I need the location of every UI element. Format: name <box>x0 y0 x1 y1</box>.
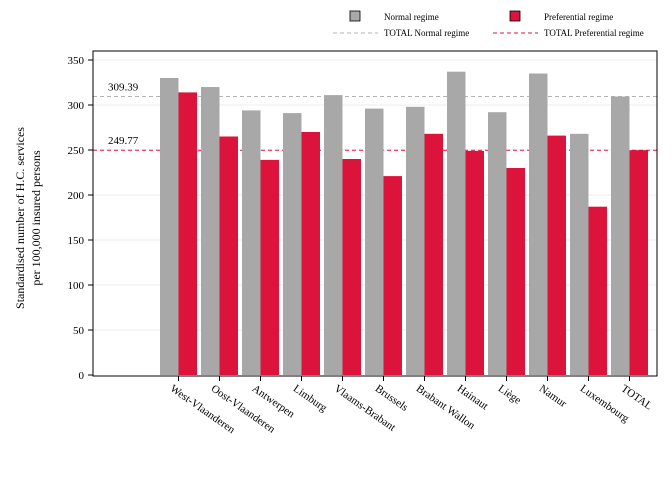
bar-preferential <box>301 132 320 375</box>
y-tick-label: 300 <box>68 100 85 112</box>
legend-label-normal: Normal regime <box>384 12 439 22</box>
reference-line-label: 309.39 <box>108 82 139 94</box>
bar-preferential <box>629 150 648 375</box>
bar-preferential <box>219 136 238 375</box>
bar-preferential <box>424 133 443 375</box>
bar-preferential <box>260 159 279 375</box>
y-tick-label: 100 <box>68 280 85 292</box>
x-tick-label: Brussels <box>373 383 410 414</box>
y-tick-label: 200 <box>68 190 85 202</box>
legend-swatch-normal <box>349 10 361 22</box>
x-tick-label: Hainaut <box>455 383 490 413</box>
y-tick-label: 0 <box>79 370 85 382</box>
bar-normal <box>160 78 179 375</box>
y-axis-title-line-1: Standardised number of H.C. services <box>13 127 27 309</box>
bar-preferential <box>588 206 607 375</box>
y-tick-label: 250 <box>68 145 85 157</box>
y-tick-label: 350 <box>68 55 85 67</box>
bar-preferential <box>506 168 525 375</box>
x-tick-label: Liège <box>496 383 523 407</box>
x-tick-label: Namur <box>537 383 569 411</box>
bars <box>160 71 648 376</box>
bar-normal <box>324 95 343 375</box>
bar-preferential <box>383 176 402 375</box>
legend-label-total-normal: TOTAL Normal regime <box>384 28 469 38</box>
bar-normal <box>570 133 589 375</box>
bar-normal <box>283 113 302 375</box>
bar-preferential <box>342 159 361 375</box>
legend-label-total-preferential: TOTAL Preferential regime <box>544 28 644 38</box>
legend-swatch-preferential <box>509 10 521 22</box>
y-axis: 0 50 100 150 200 250 300 350 <box>68 55 93 382</box>
bar-normal <box>447 71 466 375</box>
x-tick-label: TOTAL <box>619 383 655 413</box>
bar-preferential <box>465 150 484 375</box>
reference-line-label: 249.77 <box>108 135 139 147</box>
bar-normal <box>488 112 507 375</box>
legend-label-preferential: Preferential regime <box>544 12 613 22</box>
bar-preferential <box>547 135 566 375</box>
x-axis: West-VlaanderenOost-VlaanderenAntwerpenL… <box>168 376 655 436</box>
bar-normal <box>529 73 548 375</box>
plot-frame <box>92 50 658 377</box>
legend: Normal regime Preferential regime TOTAL … <box>333 10 644 38</box>
y-tick-label: 50 <box>73 325 85 337</box>
bar-normal <box>611 96 630 375</box>
y-axis-title-line-2: per 100,000 insured persons <box>29 150 43 286</box>
bar-preferential <box>178 92 197 376</box>
bar-normal <box>201 87 220 375</box>
bar-normal <box>242 110 261 376</box>
y-axis-title: Standardised number of H.C. services per… <box>13 127 43 309</box>
y-tick-label: 150 <box>68 235 85 247</box>
bar-normal <box>365 108 384 375</box>
bar-normal <box>406 106 425 376</box>
